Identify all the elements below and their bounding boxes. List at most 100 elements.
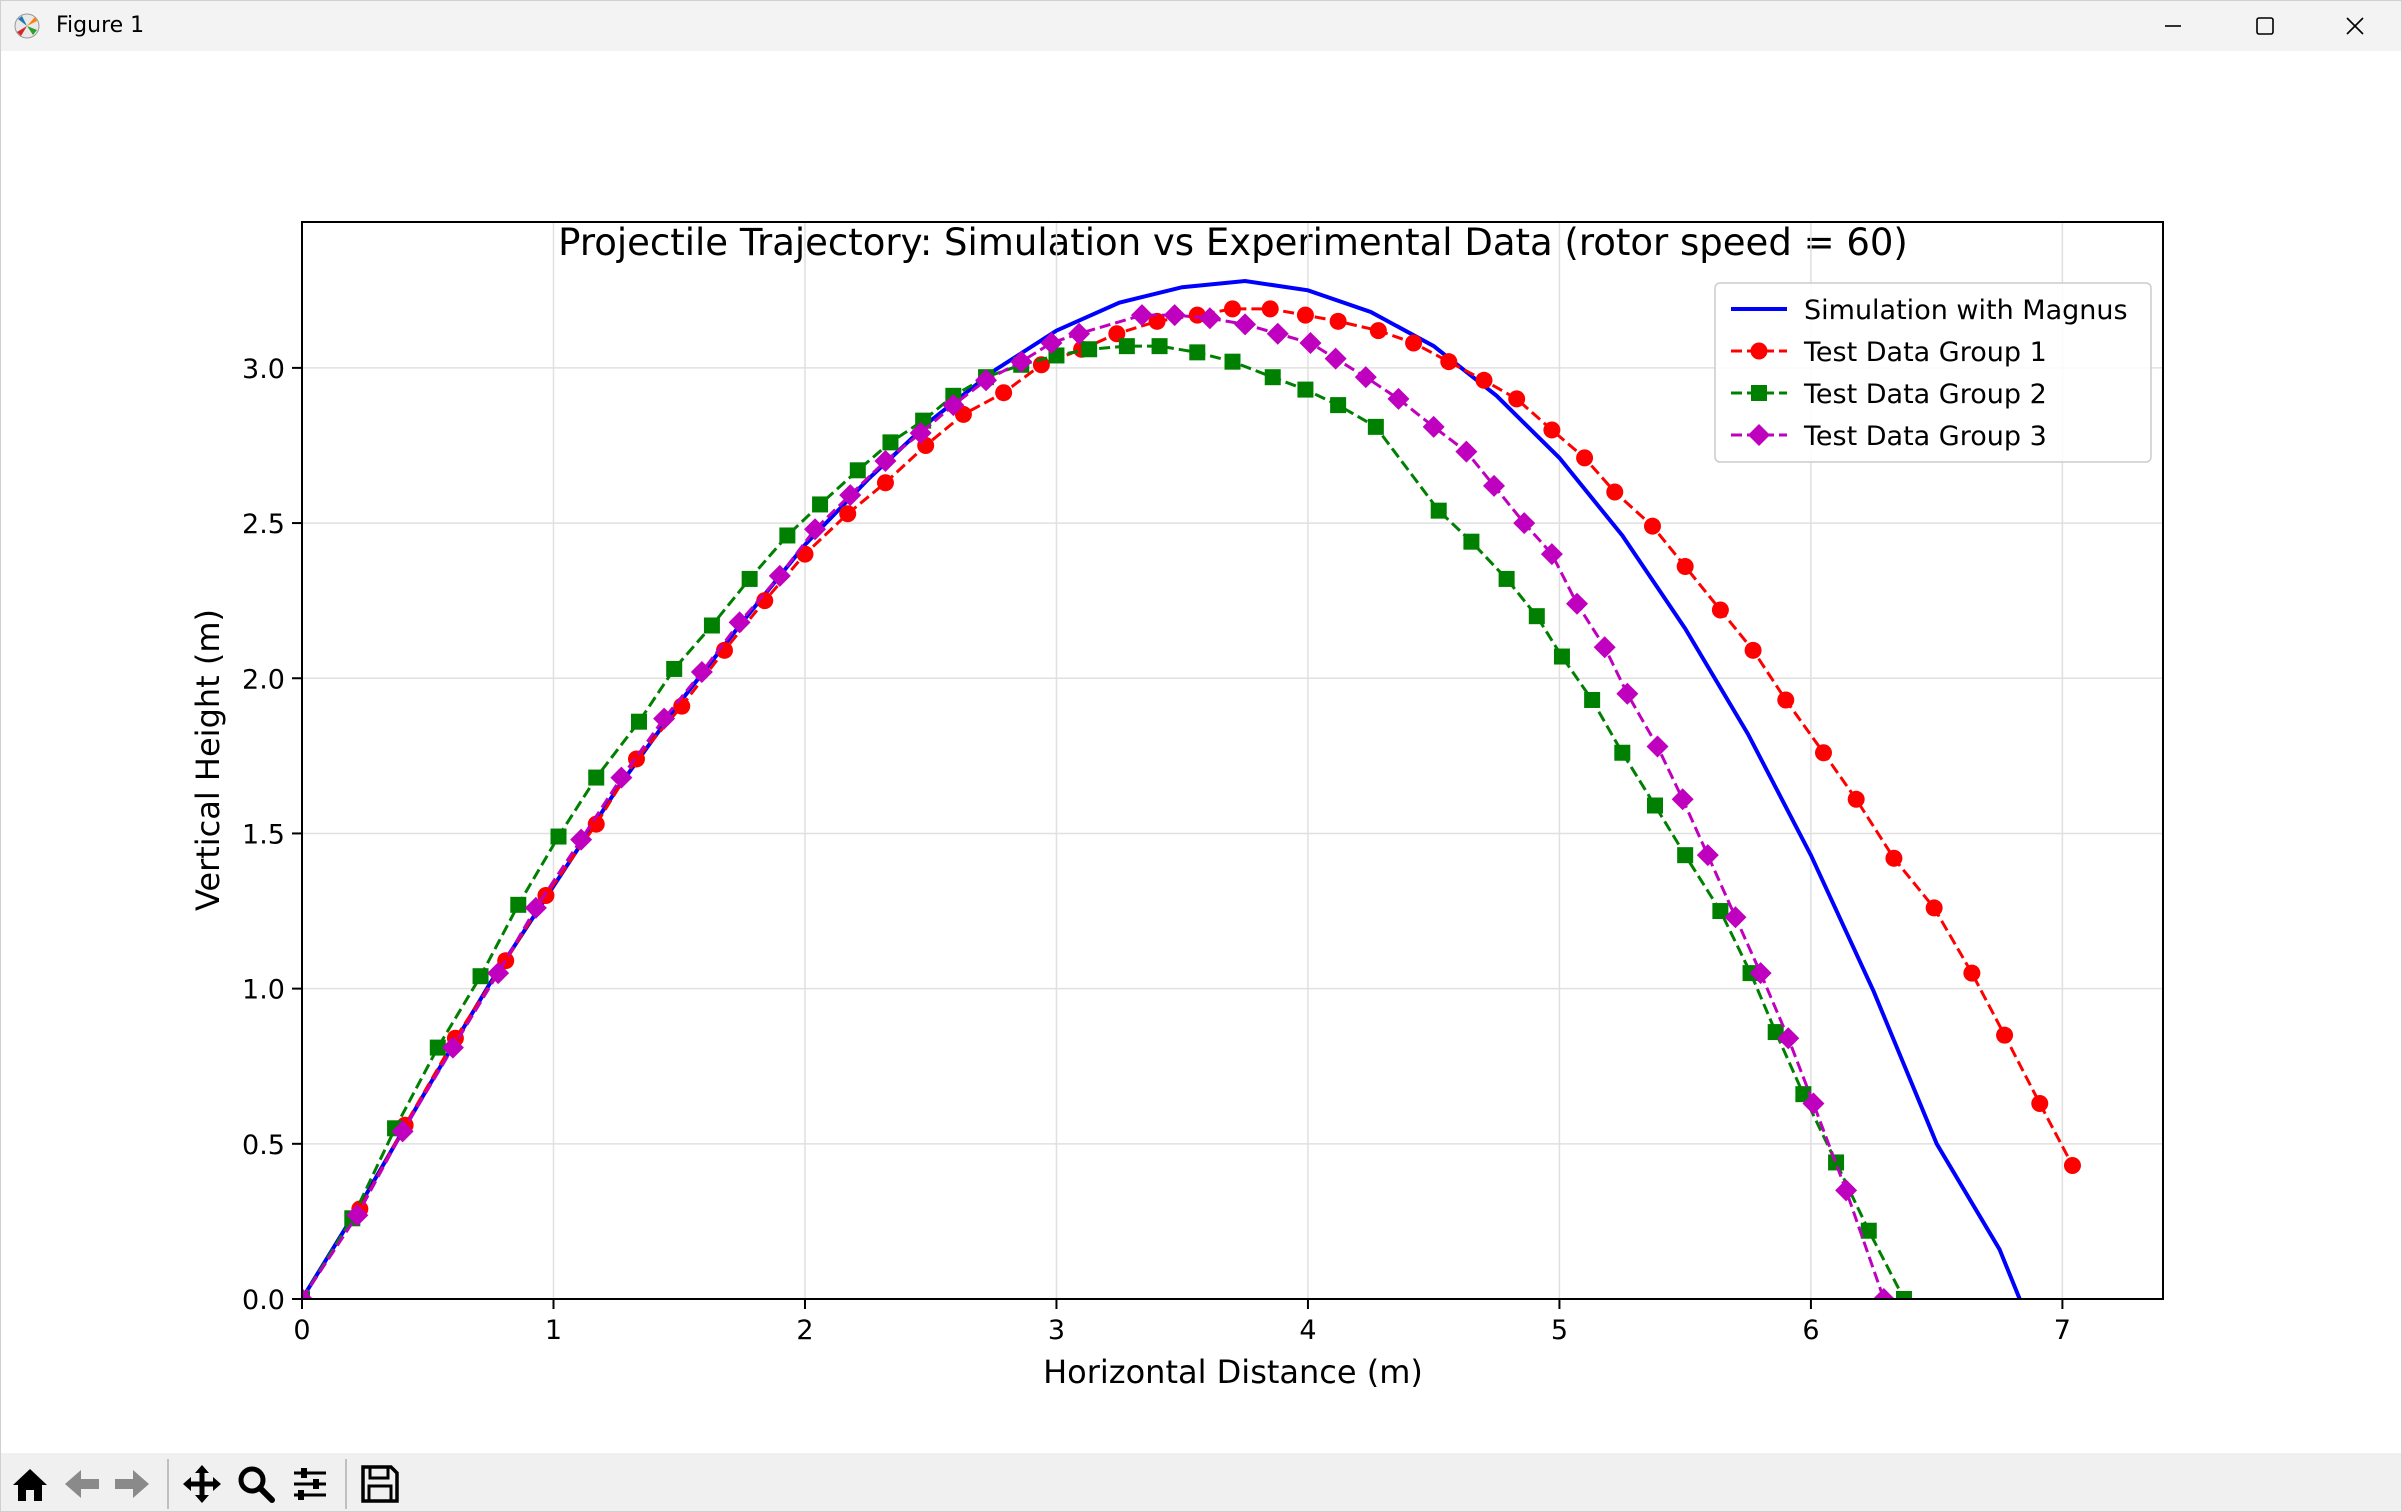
x-tick-label: 4 bbox=[1299, 1315, 1316, 1346]
data-point bbox=[472, 968, 489, 985]
data-point bbox=[882, 434, 899, 451]
data-point bbox=[1189, 344, 1206, 361]
data-point bbox=[1671, 788, 1694, 811]
data-point bbox=[1261, 300, 1279, 318]
data-point bbox=[1234, 313, 1257, 336]
legend: Simulation with Magnus Test Data Group 1 T… bbox=[1714, 282, 2152, 463]
zoom-icon bbox=[238, 1466, 275, 1503]
y-tick-label: 1.5 bbox=[242, 819, 285, 850]
data-point bbox=[1330, 397, 1347, 414]
data-point bbox=[1677, 847, 1694, 864]
chart-title: Projectile Trajectory: Simulation vs Exp… bbox=[558, 221, 1908, 264]
data-point bbox=[673, 697, 691, 715]
data-point bbox=[1777, 1027, 1800, 1050]
navigation-toolbar bbox=[1, 1453, 2401, 1511]
data-point bbox=[630, 713, 647, 730]
data-point bbox=[728, 611, 751, 634]
data-point bbox=[1724, 906, 1747, 929]
data-point bbox=[1430, 502, 1447, 519]
x-tick-label: 2 bbox=[796, 1315, 813, 1346]
data-point bbox=[1081, 341, 1098, 358]
configure-subplots-button[interactable] bbox=[287, 1461, 333, 1507]
data-point bbox=[1566, 592, 1589, 615]
data-point bbox=[1297, 381, 1314, 398]
x-tick-label: 5 bbox=[1551, 1315, 1568, 1346]
legend-marker bbox=[1750, 342, 1768, 360]
zoom-button[interactable] bbox=[233, 1461, 279, 1507]
maximize-button[interactable] bbox=[2219, 1, 2311, 51]
data-point bbox=[1643, 517, 1661, 535]
data-point bbox=[2063, 1157, 2081, 1175]
data-point bbox=[1508, 390, 1526, 408]
tick-layer: 0 1 2 3 4 5 6 7 0.0 0.5 1.0 1.5 2.0 2.5 3.0 bbox=[242, 354, 2071, 1346]
data-point bbox=[1540, 543, 1563, 566]
pan-icon bbox=[183, 1465, 221, 1503]
data-point bbox=[1895, 1291, 1912, 1299]
save-button[interactable] bbox=[357, 1461, 403, 1507]
data-point bbox=[1475, 371, 1493, 389]
data-point bbox=[653, 707, 676, 730]
forward-button[interactable] bbox=[109, 1461, 155, 1507]
legend-label: Test Data Group 1 bbox=[1803, 337, 2047, 368]
data-point bbox=[1847, 790, 1865, 808]
data-point bbox=[1068, 322, 1091, 345]
data-point bbox=[1329, 312, 1347, 330]
data-point bbox=[1616, 682, 1639, 705]
data-point bbox=[1696, 844, 1719, 867]
y-tick-label: 2.5 bbox=[242, 509, 285, 540]
save-icon bbox=[361, 1465, 399, 1503]
data-point bbox=[874, 449, 897, 472]
data-point bbox=[588, 769, 605, 786]
data-point bbox=[1163, 304, 1186, 327]
minimize-button[interactable] bbox=[2127, 1, 2219, 51]
data-point bbox=[975, 369, 998, 392]
title-bar: Figure 1 bbox=[1, 1, 2401, 51]
data-point bbox=[909, 422, 932, 445]
data-point bbox=[510, 896, 527, 913]
data-point bbox=[995, 384, 1013, 402]
data-point bbox=[1324, 347, 1347, 370]
data-point bbox=[441, 1036, 464, 1059]
data-point bbox=[1749, 962, 1772, 985]
data-point bbox=[703, 617, 720, 634]
y-tick-label: 2.0 bbox=[242, 664, 285, 695]
close-button[interactable] bbox=[2309, 1, 2401, 51]
back-arrow-icon bbox=[65, 1470, 99, 1498]
data-point bbox=[2031, 1094, 2049, 1112]
series-layer bbox=[302, 278, 2081, 1299]
figure-canvas[interactable]: Projectile Trajectory: Simulation vs Exp… bbox=[1, 51, 2401, 1453]
legend-label: Test Data Group 2 bbox=[1803, 379, 2047, 410]
data-point bbox=[1264, 369, 1281, 386]
x-tick-label: 6 bbox=[1802, 1315, 1819, 1346]
data-point bbox=[1676, 558, 1694, 576]
data-point bbox=[839, 505, 857, 523]
data-point bbox=[1151, 338, 1168, 355]
window-title: Figure 1 bbox=[56, 13, 145, 38]
data-point bbox=[1405, 334, 1423, 352]
data-point bbox=[1498, 570, 1515, 587]
data-point bbox=[1543, 421, 1561, 439]
y-tick-label: 0.0 bbox=[242, 1285, 285, 1316]
back-button[interactable] bbox=[59, 1461, 105, 1507]
data-point bbox=[524, 896, 547, 919]
data-point bbox=[1224, 353, 1241, 370]
data-point bbox=[302, 1288, 313, 1299]
toolbar-separator bbox=[345, 1459, 347, 1509]
minimize-icon bbox=[2165, 25, 2181, 27]
data-point bbox=[487, 962, 510, 985]
data-point bbox=[1711, 601, 1729, 619]
data-point bbox=[804, 518, 827, 541]
series-line bbox=[302, 313, 1886, 1299]
pan-button[interactable] bbox=[179, 1461, 225, 1507]
data-point bbox=[666, 660, 683, 677]
trajectory-chart: Projectile Trajectory: Simulation vs Exp… bbox=[189, 221, 2164, 1391]
legend-label: Simulation with Magnus bbox=[1804, 295, 2128, 326]
series-3 bbox=[302, 338, 1912, 1299]
data-point bbox=[812, 496, 829, 513]
home-button[interactable] bbox=[7, 1461, 53, 1507]
data-point bbox=[1010, 350, 1033, 373]
data-point bbox=[1835, 1179, 1858, 1202]
data-point bbox=[1963, 964, 1981, 982]
data-point bbox=[1712, 903, 1729, 920]
